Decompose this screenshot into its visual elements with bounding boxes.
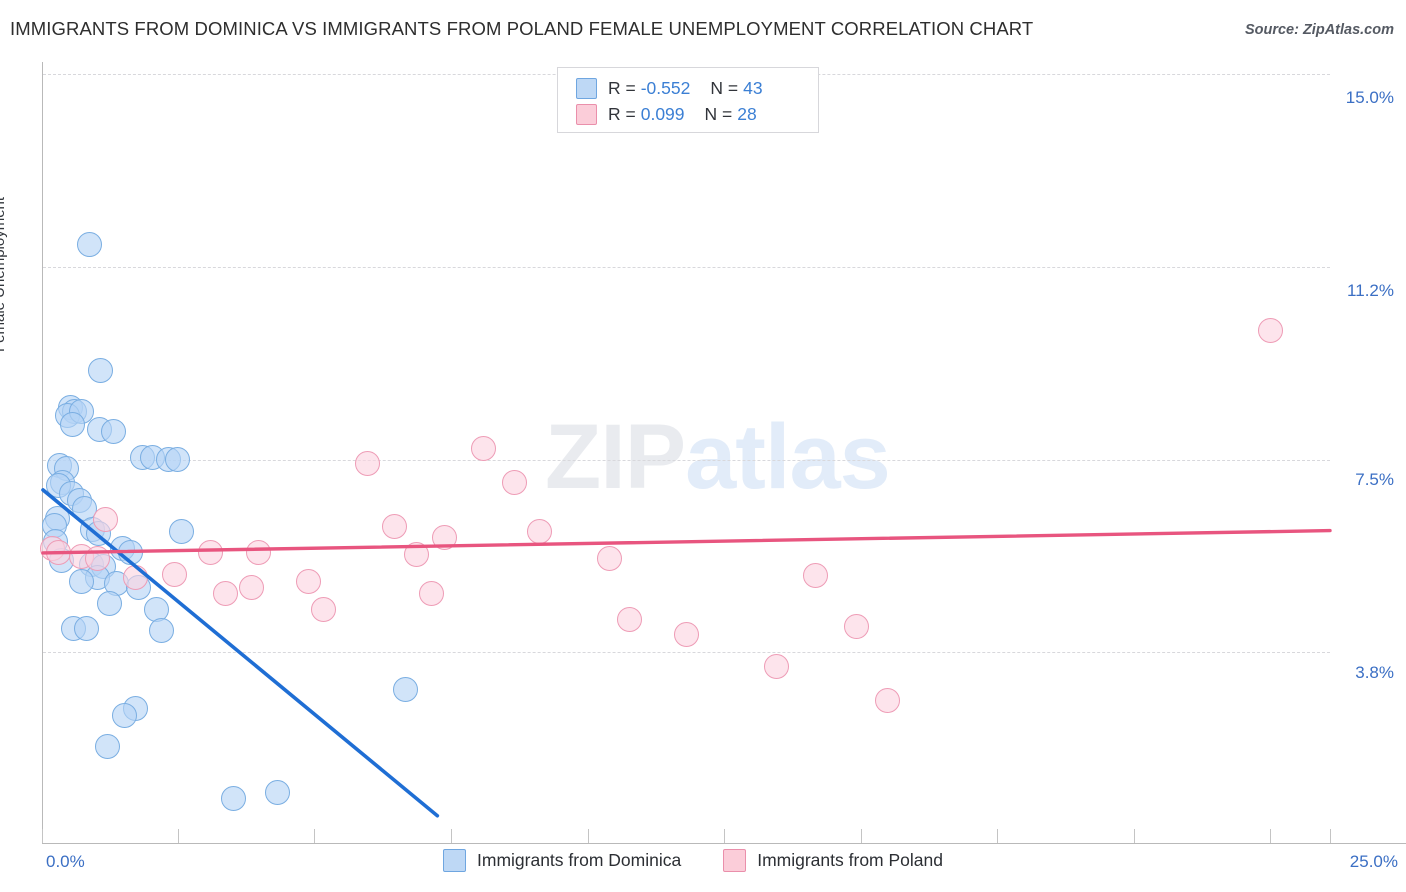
r-label-pink: R =	[608, 103, 636, 124]
data-point-poland[interactable]	[381, 513, 407, 539]
x-tick-mark	[861, 829, 862, 843]
legend-row-poland: R = 0.099 N = 28	[576, 101, 818, 127]
data-point-dominica[interactable]	[76, 232, 102, 258]
x-tick-mark	[314, 829, 315, 843]
r-value-blue: -0.552	[640, 77, 691, 98]
legend-label-poland: Immigrants from Poland	[757, 850, 943, 870]
data-point-dominica[interactable]	[111, 702, 137, 728]
x-tick-mark	[178, 829, 179, 843]
r-value-pink: 0.099	[640, 103, 685, 124]
correlation-legend: R = -0.552 N = 43 R = 0.099 N = 28	[557, 67, 819, 133]
y-axis-line	[42, 62, 43, 843]
data-point-poland[interactable]	[213, 580, 239, 606]
data-point-poland[interactable]	[764, 654, 790, 680]
legend-swatch-pink	[576, 103, 597, 125]
data-point-poland[interactable]	[596, 546, 622, 572]
x-tick-mark	[1270, 829, 1271, 843]
x-tick-mark	[451, 829, 452, 843]
gridline-11-2	[43, 267, 1330, 268]
y-tick-label-2: 7.5%	[1355, 470, 1394, 489]
data-point-dominica[interactable]	[60, 411, 86, 437]
data-point-poland[interactable]	[295, 569, 321, 595]
data-point-poland[interactable]	[617, 606, 643, 632]
data-point-poland[interactable]	[354, 450, 380, 476]
data-point-poland[interactable]	[674, 621, 699, 647]
n-value-pink: 28	[737, 103, 757, 124]
legend-label-dominica: Immigrants from Dominica	[477, 850, 682, 870]
legend-row-dominica: R = -0.552 N = 43	[576, 75, 818, 101]
source-label: Source: ZipAtlas.com	[1244, 22, 1394, 38]
legend-item-dominica[interactable]: Immigrants from Dominica	[443, 849, 681, 872]
data-point-poland[interactable]	[1258, 318, 1284, 344]
legend-swatch-dominica	[443, 849, 466, 872]
data-point-poland[interactable]	[245, 540, 271, 566]
data-point-dominica[interactable]	[165, 446, 191, 472]
data-point-poland[interactable]	[501, 470, 527, 495]
x-axis-min-label: 0.0%	[46, 852, 85, 871]
legend-item-poland[interactable]: Immigrants from Poland	[723, 849, 943, 872]
r-label-blue: R =	[608, 77, 636, 98]
data-point-poland[interactable]	[470, 435, 496, 461]
data-point-poland[interactable]	[238, 575, 264, 601]
x-tick-mark	[997, 829, 998, 843]
y-tick-label-3: 3.8%	[1355, 663, 1394, 682]
data-point-dominica[interactable]	[94, 733, 120, 759]
data-point-poland[interactable]	[432, 524, 458, 550]
y-tick-label-0: 15.0%	[1345, 88, 1394, 107]
x-tick-mark	[1134, 829, 1135, 843]
data-point-dominica[interactable]	[100, 419, 126, 445]
x-tick-mark	[588, 829, 589, 843]
x-tick-mark	[724, 829, 725, 843]
x-tick-mark	[1330, 829, 1331, 843]
data-point-dominica[interactable]	[264, 779, 290, 805]
data-point-dominica[interactable]	[148, 618, 174, 644]
y-tick-label-1: 11.2%	[1347, 281, 1394, 300]
data-point-poland[interactable]	[84, 546, 110, 572]
data-point-dominica[interactable]	[220, 785, 246, 811]
page-title: IMMIGRANTS FROM DOMINICA VS IMMIGRANTS F…	[10, 18, 1034, 39]
gridline-7-5	[43, 460, 1330, 461]
y-axis-title: Female Unemployment	[0, 196, 8, 352]
data-point-dominica[interactable]	[88, 357, 114, 383]
data-point-poland[interactable]	[874, 688, 900, 714]
x-axis-max-label: 25.0%	[1349, 852, 1398, 871]
data-point-poland[interactable]	[161, 561, 187, 587]
legend-swatch-blue	[576, 77, 597, 99]
data-point-poland[interactable]	[311, 596, 337, 622]
n-label-blue: N =	[710, 77, 739, 98]
data-point-poland[interactable]	[403, 542, 429, 568]
n-label-pink: N =	[704, 103, 733, 124]
legend-swatch-poland	[723, 849, 747, 872]
series-legend: Immigrants from Dominica Immigrants from…	[443, 849, 985, 872]
data-point-poland[interactable]	[419, 580, 445, 606]
n-value-blue: 43	[743, 77, 763, 98]
x-axis-line	[42, 843, 1406, 844]
plot-area	[43, 62, 1330, 843]
x-tick-mark	[42, 829, 43, 843]
data-point-poland[interactable]	[843, 614, 869, 640]
gridline-3-8	[43, 652, 1330, 653]
data-point-poland[interactable]	[802, 563, 828, 589]
